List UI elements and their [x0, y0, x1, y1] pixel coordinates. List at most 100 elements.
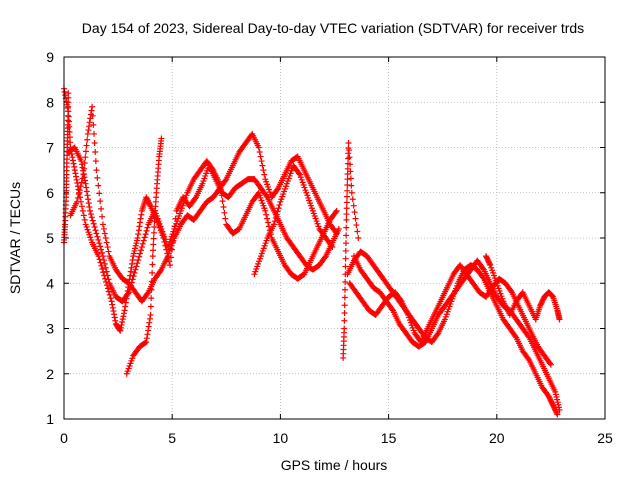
data-point-B: [129, 276, 136, 283]
data-point-A: [111, 314, 118, 321]
data-point-A: [129, 256, 136, 263]
data-point-A: [127, 268, 134, 275]
data-point-B: [86, 203, 93, 210]
data-point-B: [95, 236, 102, 243]
data-point-A: [70, 160, 77, 167]
data-point-B: [91, 224, 98, 231]
data-point-B: [103, 268, 110, 275]
data-point-B: [96, 240, 103, 247]
data-point-A: [72, 170, 79, 177]
data-point-F: [343, 216, 350, 223]
data-point-B: [139, 240, 146, 247]
data-point-A: [117, 327, 124, 334]
data-point-B: [137, 250, 144, 257]
data-point-E: [271, 218, 278, 225]
data-point-E: [328, 242, 335, 249]
data-point-I: [389, 306, 396, 313]
data-point-F: [346, 161, 353, 168]
data-point-B: [78, 158, 85, 165]
data-point-B: [85, 200, 92, 207]
data-point-A: [111, 311, 118, 318]
y-tick-label: 2: [46, 366, 54, 382]
data-point-A: [112, 317, 119, 324]
data-point-C: [86, 119, 93, 126]
y-tick-label: 8: [46, 94, 54, 110]
data-point-D: [149, 253, 156, 260]
data-point-B: [82, 180, 89, 187]
data-point-E: [295, 170, 302, 177]
data-point-B: [93, 230, 100, 237]
data-point-A: [321, 254, 328, 261]
y-tick-label: 1: [46, 411, 54, 427]
data-point-A: [107, 295, 114, 302]
data-point-A: [108, 298, 115, 305]
y-tick-label: 3: [46, 321, 54, 337]
data-point-F: [344, 193, 351, 200]
data-point-A: [73, 173, 80, 180]
data-point-A: [167, 262, 174, 269]
data-point-C: [100, 225, 107, 232]
data-point-D: [150, 241, 157, 248]
data-point-B: [101, 260, 108, 267]
data-point-A: [71, 163, 78, 170]
data-point-E: [272, 214, 279, 221]
data-point-F: [342, 240, 349, 247]
data-point-H: [397, 297, 404, 304]
data-point-A: [62, 92, 69, 99]
data-point-A: [146, 202, 153, 209]
data-point-F: [346, 147, 353, 154]
data-point-C: [103, 239, 110, 246]
axis-ticks: 0 5 10 15 20 25 1 2 3 4 5 6 7 8 9: [46, 49, 613, 446]
data-point-A: [121, 307, 128, 314]
data-point-A: [119, 319, 126, 326]
data-point-A: [71, 167, 78, 174]
data-point-F: [343, 232, 350, 239]
data-point-F: [345, 155, 352, 162]
data-point-C: [81, 165, 88, 172]
data-point-C: [86, 123, 93, 130]
data-point-F: [345, 150, 352, 157]
data-point-K: [65, 90, 72, 97]
data-point-D: [150, 229, 157, 236]
data-point-C: [81, 160, 88, 167]
data-point-F: [343, 205, 350, 212]
data-point-F: [353, 222, 360, 229]
data-point-B: [137, 247, 144, 254]
data-point-F: [350, 202, 357, 209]
data-point-H: [547, 361, 554, 368]
data-point-C: [88, 107, 95, 114]
data-point-A: [135, 231, 142, 238]
data-point-C: [144, 290, 151, 297]
data-point-A: [120, 310, 127, 317]
data-point-B: [133, 263, 140, 270]
data-point-C: [73, 198, 80, 205]
y-tick-label: 4: [46, 275, 54, 291]
data-point-B: [132, 266, 139, 273]
y-tick-label: 6: [46, 185, 54, 201]
data-point-A: [100, 269, 107, 276]
data-point-C: [89, 112, 96, 119]
data-point-B: [83, 188, 90, 195]
data-point-C: [274, 186, 281, 193]
data-point-F: [355, 235, 362, 241]
data-point-C: [83, 142, 90, 149]
data-point-A: [104, 285, 111, 292]
data-point-A: [74, 180, 81, 187]
x-tick-label: 25: [597, 430, 613, 446]
data-point-A: [69, 154, 76, 161]
data-point-A: [81, 216, 88, 223]
y-tick-label: 5: [46, 230, 54, 246]
data-point-B: [92, 227, 99, 234]
data-point-B: [78, 161, 85, 168]
x-tick-label: 15: [381, 430, 397, 446]
data-point-B: [221, 209, 228, 216]
data-point-I: [479, 265, 486, 272]
data-point-A: [65, 118, 72, 125]
data-point-C: [84, 136, 91, 143]
data-point-F: [341, 294, 348, 301]
data-point-A: [105, 288, 112, 295]
x-tick-label: 10: [273, 430, 289, 446]
data-point-A: [73, 176, 80, 183]
data-point-A: [99, 266, 106, 273]
data-point-C: [92, 158, 99, 165]
